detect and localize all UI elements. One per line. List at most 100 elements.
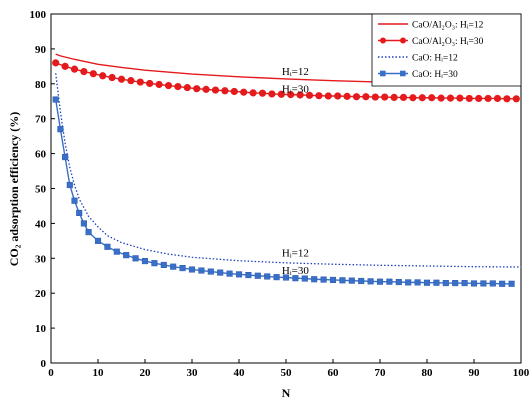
data-point-circle [249,89,257,97]
data-point-square [292,275,299,282]
x-tick-label: 40 [234,367,246,379]
curve-annotation: Hᵢ=30 [282,84,309,96]
x-tick-label: 10 [93,367,105,379]
y-tick-label: 0 [41,358,47,370]
axes: 0 10 20 30 40 50 60 70 80 90 100 0 10 20 30 40 50 60 70 80 9… [30,9,529,379]
data-point-square [104,243,111,250]
data-point-circle [456,94,464,102]
data-point-square [358,277,365,285]
data-point-square [414,279,421,286]
data-point-square [282,274,290,281]
data-point-circle [183,84,191,92]
data-point-square [160,261,167,268]
curve-annotation: Hᵢ=12 [282,66,309,78]
data-point-circle [61,62,69,70]
series-line-3 [55,73,522,268]
data-point-square [217,269,224,276]
y-tick-label: 50 [35,184,47,196]
data-point-circle [437,94,445,102]
data-point-circle [371,93,379,101]
data-point-circle [230,87,238,96]
data-point-square [235,271,243,278]
data-point-square [198,267,205,274]
data-point-square [226,270,233,277]
data-point-square [151,260,158,267]
data-point-square [311,276,318,283]
data-point-circle [428,94,436,102]
data-point-square [179,265,186,272]
data-point-square [461,280,468,287]
data-point-square [76,209,83,216]
data-point-circle [503,95,511,103]
data-point-circle [155,80,163,89]
data-point-square [141,258,149,265]
data-point-circle [80,67,88,76]
data-point-square [94,237,102,244]
data-point-square [245,272,252,279]
data-point-circle [418,94,426,102]
data-point-circle [174,82,182,91]
data-point-square [480,280,487,287]
data-point-circle [127,77,135,85]
data-point-circle [465,94,473,103]
data-point-square [452,280,459,287]
data-point-circle [484,94,492,103]
data-point-square [470,280,478,287]
data-point-circle [99,72,107,80]
data-point-square [405,279,412,286]
data-point-square [57,126,64,133]
data-point-circle [136,78,144,86]
data-point-square [71,197,78,204]
data-point-square [264,273,271,280]
data-point-square [113,248,120,255]
data-point-square [423,279,431,286]
data-point-square [329,276,337,283]
y-axis-label: CO₂ adsorption efficiency (%) [7,112,21,267]
data-point-square [62,154,69,161]
data-point-square [339,277,346,284]
x-tick-label: 60 [328,367,340,379]
y-tick-label: 40 [35,218,47,230]
data-point-circle [277,90,285,98]
data-point-square [395,278,402,286]
data-point-circle [268,90,276,98]
data-point-square [320,276,327,283]
y-tick-label: 30 [35,253,47,265]
data-point-square [123,252,130,259]
data-point-square [188,266,196,273]
legend-marker-circle [400,37,406,44]
data-point-circle [240,88,248,96]
y-tick-label: 80 [35,79,47,91]
data-point-square [348,277,355,284]
data-point-circle [381,93,389,101]
x-tick-label: 100 [513,367,529,379]
data-point-square [433,279,440,286]
legend: CaO/Al₂O₃: Hᵢ=12 CaO/Al₂O₃: Hᵢ=30 CaO: Hᵢ=… [371,13,522,87]
legend-marker-square [400,70,406,77]
y-tick-label: 20 [35,288,47,300]
data-point-circle [287,91,295,99]
legend-label-1: CaO/Al₂O₃: Hᵢ=12 [412,21,484,31]
data-point-circle [258,89,267,97]
data-point-circle [475,94,483,103]
data-point-square [254,272,261,279]
data-point-square [170,263,177,270]
curve-annotation: Hᵢ=30 [282,265,309,277]
data-point-circle [89,70,97,78]
data-point-square [273,274,280,281]
data-point-square [66,181,73,189]
curve-annotation: Hᵢ=12 [282,248,309,260]
series-layer [52,53,522,287]
data-point-circle [108,73,116,82]
data-point-circle [512,95,520,103]
x-tick-label: 80 [422,367,434,379]
legend-label-3: CaO: Hᵢ=12 [412,54,458,64]
data-point-square [499,280,506,287]
x-tick-label: 70 [375,367,387,379]
data-point-circle [202,85,210,93]
data-point-square [508,280,515,287]
data-point-circle [399,93,408,102]
data-point-square [442,280,449,287]
data-point-square [367,278,374,285]
legend-marker-square [380,70,386,77]
